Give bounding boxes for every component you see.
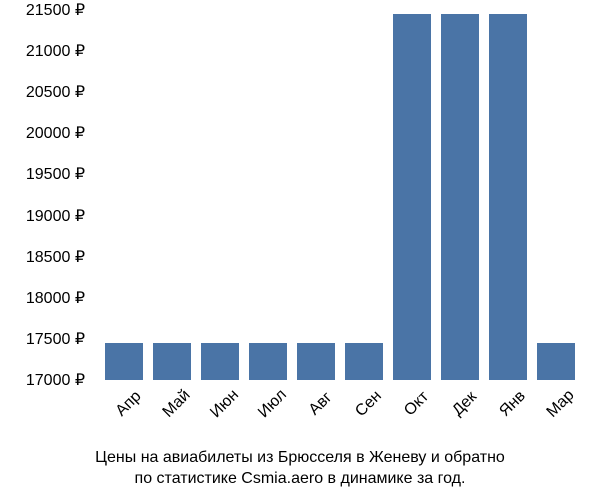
caption-line-2: по статистике Csmia.aero в динамике за г… [135, 470, 466, 487]
y-tick-label: 21500 ₽ [26, 0, 85, 20]
bar [201, 343, 239, 380]
bar [345, 343, 383, 380]
y-axis: 17000 ₽17500 ₽18000 ₽18500 ₽19000 ₽19500… [0, 10, 90, 380]
bar [153, 343, 191, 380]
chart-caption: Цены на авиабилеты из Брюсселя в Женеву … [0, 447, 600, 490]
bars-container [95, 10, 585, 380]
y-tick-label: 19500 ₽ [26, 164, 85, 184]
x-axis: АпрМайИюнИюлАвгСенОктДекЯнвМар [95, 385, 585, 445]
y-tick-label: 20500 ₽ [26, 82, 85, 102]
bar [249, 343, 287, 380]
plot-area [95, 10, 585, 380]
y-tick-label: 17000 ₽ [26, 370, 85, 390]
y-tick-label: 18500 ₽ [26, 247, 85, 267]
y-tick-label: 18000 ₽ [26, 288, 85, 308]
bar [297, 343, 335, 380]
y-tick-label: 17500 ₽ [26, 329, 85, 349]
x-tick-label: Мар [541, 384, 600, 453]
bar [105, 343, 143, 380]
y-tick-label: 20000 ₽ [26, 123, 85, 143]
bar [489, 14, 527, 380]
price-chart: 17000 ₽ 17500 ₽ 18000 ₽ 18500 ₽ 19000 ₽ 19500… [0, 0, 600, 500]
bar [441, 14, 479, 380]
bar [393, 14, 431, 380]
bar [537, 343, 575, 380]
y-tick-label: 21000 ₽ [26, 41, 85, 61]
caption-line-1: Цены на авиабилеты из Брюсселя в Женеву … [95, 449, 505, 466]
y-tick-label: 19000 ₽ [26, 206, 85, 226]
